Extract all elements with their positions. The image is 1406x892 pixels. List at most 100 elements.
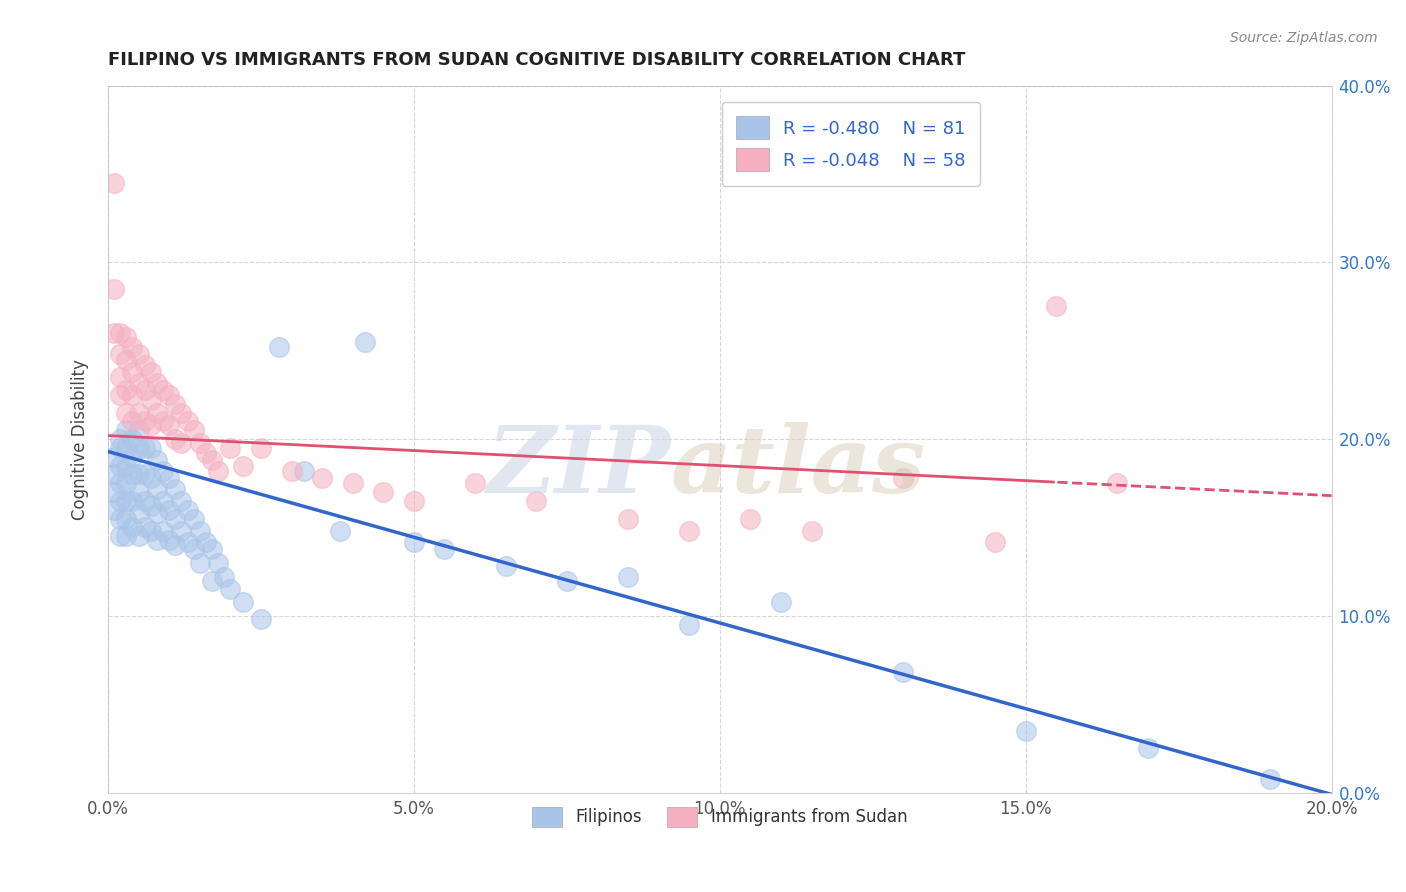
Point	[115, 352, 138, 367]
Point	[207, 556, 229, 570]
Point	[165, 432, 187, 446]
Point	[176, 503, 198, 517]
Y-axis label: Cognitive Disability: Cognitive Disability	[72, 359, 89, 519]
Text: atlas: atlas	[671, 423, 927, 512]
Point	[176, 534, 198, 549]
Legend: Filipinos, Immigrants from Sudan: Filipinos, Immigrants from Sudan	[526, 800, 914, 834]
Point	[250, 441, 273, 455]
Point	[139, 500, 162, 514]
Point	[115, 511, 138, 525]
Point	[280, 464, 302, 478]
Point	[146, 506, 169, 520]
Point	[1014, 723, 1036, 738]
Point	[103, 503, 125, 517]
Point	[103, 326, 125, 340]
Point	[146, 453, 169, 467]
Point	[134, 383, 156, 397]
Point	[139, 524, 162, 538]
Point	[134, 441, 156, 455]
Point	[115, 423, 138, 437]
Point	[207, 464, 229, 478]
Point	[219, 441, 242, 455]
Point	[170, 494, 193, 508]
Point	[165, 538, 187, 552]
Point	[157, 471, 180, 485]
Point	[269, 340, 291, 354]
Point	[402, 534, 425, 549]
Point	[110, 432, 132, 446]
Point	[201, 453, 224, 467]
Point	[139, 441, 162, 455]
Point	[183, 423, 205, 437]
Point	[121, 520, 143, 534]
Text: Source: ZipAtlas.com: Source: ZipAtlas.com	[1230, 31, 1378, 45]
Point	[110, 494, 132, 508]
Point	[678, 617, 700, 632]
Point	[110, 370, 132, 384]
Point	[110, 458, 132, 473]
Point	[146, 533, 169, 547]
Point	[800, 524, 823, 538]
Point	[128, 467, 150, 482]
Point	[115, 383, 138, 397]
Point	[115, 529, 138, 543]
Point	[139, 471, 162, 485]
Point	[250, 612, 273, 626]
Point	[146, 406, 169, 420]
Point	[128, 441, 150, 455]
Point	[121, 432, 143, 446]
Point	[115, 476, 138, 491]
Point	[1107, 476, 1129, 491]
Point	[110, 347, 132, 361]
Point	[984, 534, 1007, 549]
Point	[201, 541, 224, 556]
Point	[110, 441, 132, 455]
Point	[1045, 300, 1067, 314]
Point	[110, 476, 132, 491]
Point	[157, 417, 180, 432]
Point	[103, 450, 125, 464]
Point	[678, 524, 700, 538]
Point	[188, 524, 211, 538]
Point	[183, 511, 205, 525]
Point	[165, 397, 187, 411]
Point	[1137, 741, 1160, 756]
Point	[188, 435, 211, 450]
Point	[139, 393, 162, 408]
Point	[165, 482, 187, 496]
Point	[176, 414, 198, 428]
Point	[1260, 772, 1282, 786]
Point	[194, 534, 217, 549]
Point	[170, 524, 193, 538]
Point	[110, 388, 132, 402]
Point	[495, 559, 517, 574]
Point	[891, 471, 914, 485]
Point	[891, 665, 914, 680]
Point	[146, 376, 169, 390]
Point	[146, 482, 169, 496]
Point	[134, 414, 156, 428]
Point	[769, 595, 792, 609]
Point	[170, 406, 193, 420]
Point	[110, 326, 132, 340]
Text: FILIPINO VS IMMIGRANTS FROM SUDAN COGNITIVE DISABILITY CORRELATION CHART: FILIPINO VS IMMIGRANTS FROM SUDAN COGNIT…	[108, 51, 966, 69]
Point	[740, 511, 762, 525]
Point	[232, 458, 254, 473]
Point	[128, 485, 150, 500]
Point	[152, 494, 174, 508]
Text: ZIP: ZIP	[486, 423, 671, 512]
Point	[121, 414, 143, 428]
Point	[219, 582, 242, 597]
Point	[354, 334, 377, 349]
Point	[139, 365, 162, 379]
Point	[115, 329, 138, 343]
Point	[134, 358, 156, 372]
Point	[115, 494, 138, 508]
Point	[152, 464, 174, 478]
Point	[121, 467, 143, 482]
Point	[115, 406, 138, 420]
Point	[103, 467, 125, 482]
Point	[555, 574, 578, 588]
Point	[157, 533, 180, 547]
Point	[342, 476, 364, 491]
